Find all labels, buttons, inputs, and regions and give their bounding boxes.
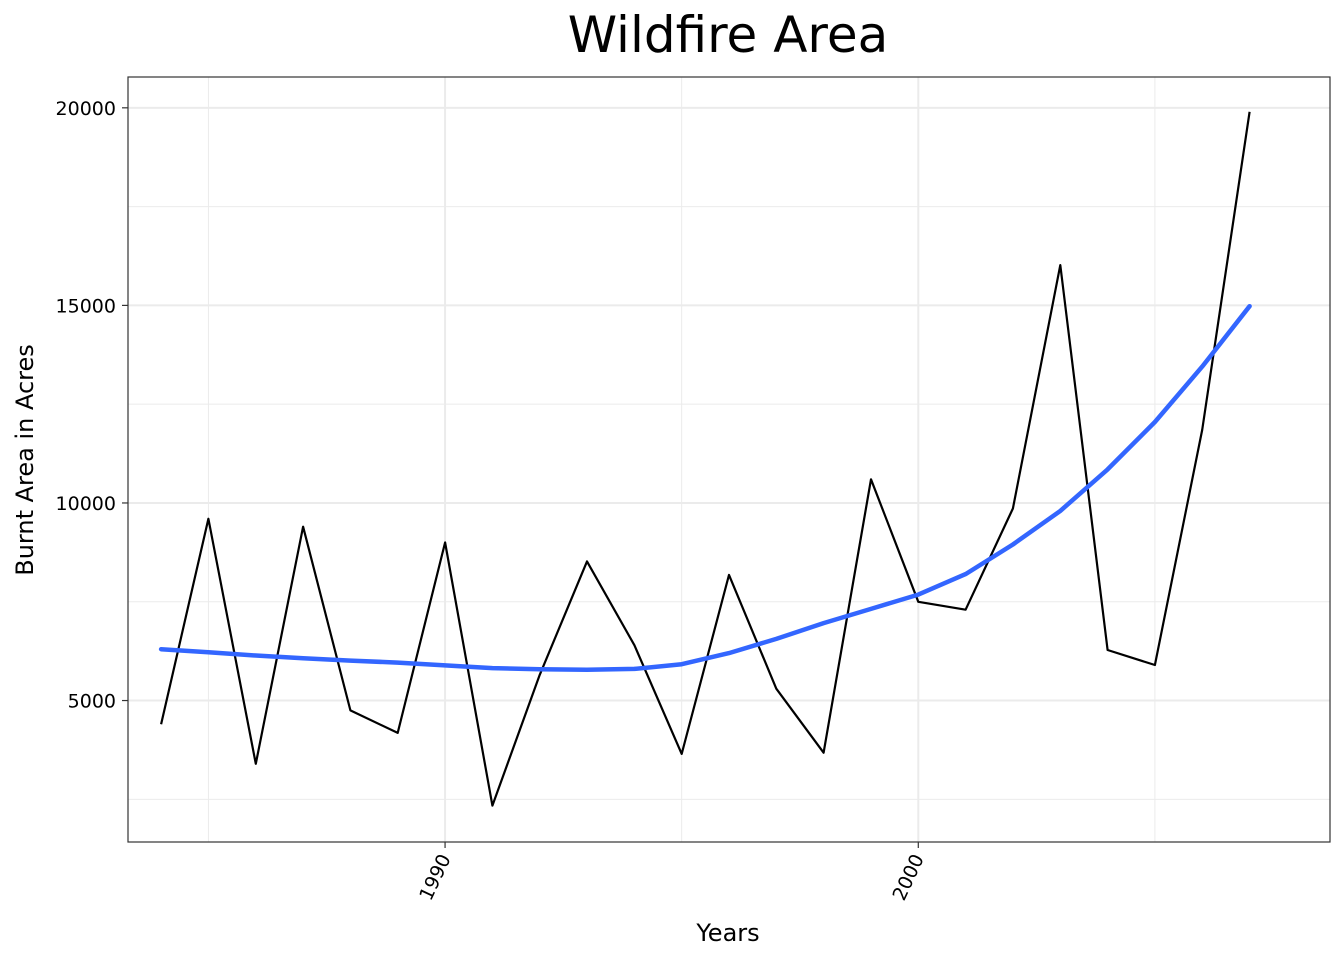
plot-panel-border	[127, 76, 1331, 843]
x-axis-title: Years	[695, 919, 759, 947]
y-tick-label: 10000	[56, 493, 116, 515]
y-tick-label: 5000	[68, 691, 116, 713]
y-tick-label: 15000	[56, 295, 116, 317]
series-layer	[158, 111, 1252, 807]
minor-gridlines	[128, 77, 1330, 842]
burnt-area-line	[160, 111, 1251, 807]
y-axis-title: Burnt Area in Acres	[11, 344, 39, 576]
y-tick-label: 20000	[56, 98, 116, 120]
chart-title: Wildfire Area	[568, 6, 889, 64]
major-gridlines	[128, 77, 1330, 842]
smooth-trend-line	[158, 303, 1252, 672]
